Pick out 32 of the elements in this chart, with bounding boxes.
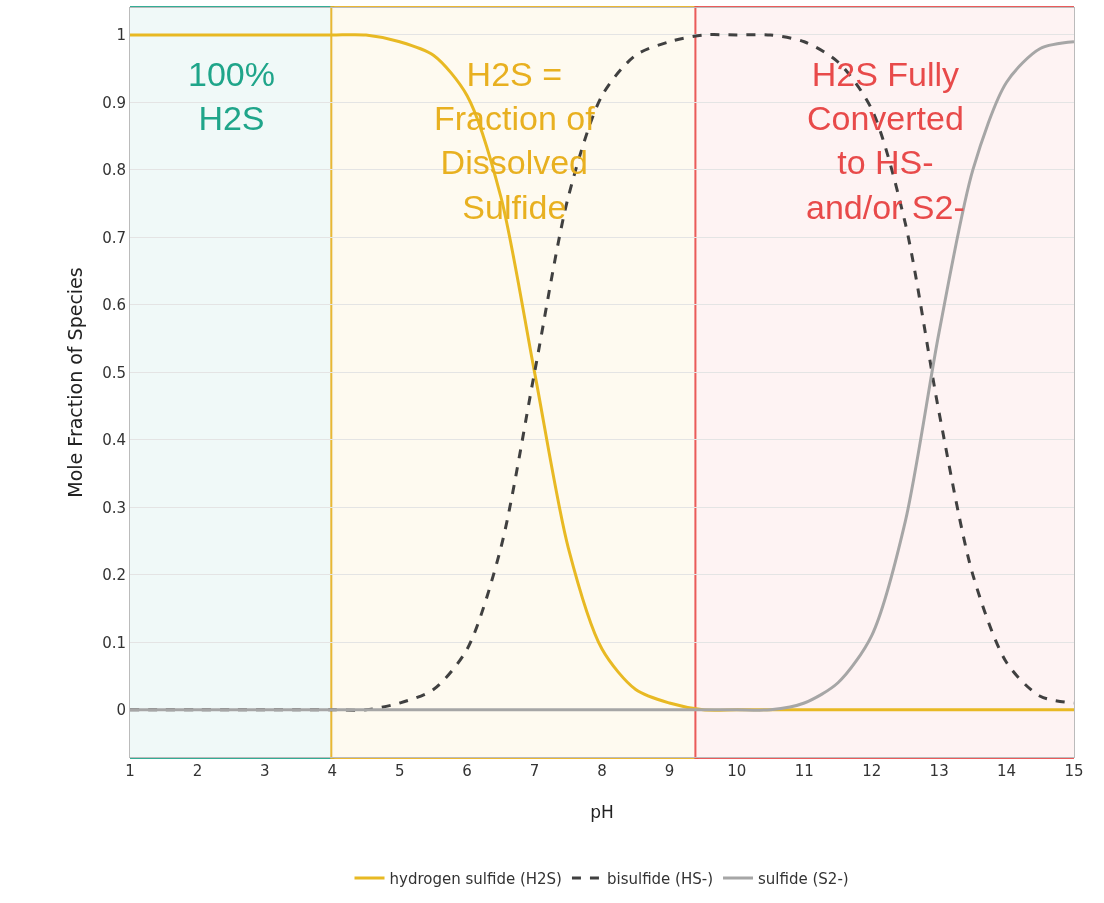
x-tick-label: 13 [929,762,949,780]
y-tick-label: 0 [116,701,126,720]
x-tick-label: 2 [192,762,203,780]
y-axis-title: Mole Fraction of Species [64,267,86,498]
x-tick-label: 15 [1064,762,1084,780]
x-tick-label: 8 [597,762,607,780]
band-label: H2S Fully Converted to HS- and/or S2- [806,55,965,226]
x-tick-label: 4 [327,762,338,780]
y-tick-label: 0.4 [102,431,126,450]
y-tick-label: 1 [116,26,126,45]
x-tick-label: 5 [394,762,405,780]
band-label: 100% H2S [188,55,275,138]
x-axis-title: pH [590,802,614,822]
y-tick-label: 0.8 [102,161,126,180]
y-tick-label: 0.5 [102,363,126,382]
x-tick-label: 10 [727,762,747,780]
x-tick-label: 3 [260,762,270,780]
x-tick-label: 12 [862,762,882,780]
legend-label: hydrogen sulfide (H2S) [389,869,562,888]
y-tick-label: 0.7 [102,228,126,247]
x-tick-label: 7 [529,762,540,780]
x-tick-label: 9 [664,762,675,780]
y-tick-label: 0.3 [102,498,126,517]
legend-label: sulfide (S2-) [758,869,849,888]
x-tick-label: 14 [997,762,1017,780]
y-tick-label: 0.6 [102,296,126,315]
y-tick-label: 0.2 [102,566,126,585]
x-tick-label: 6 [462,762,472,780]
x-tick-label: 11 [794,762,814,780]
y-tick-label: 0.9 [102,93,126,112]
legend-label: bisulfide (HS-) [606,869,714,888]
y-tick-label: 0.1 [102,633,126,652]
